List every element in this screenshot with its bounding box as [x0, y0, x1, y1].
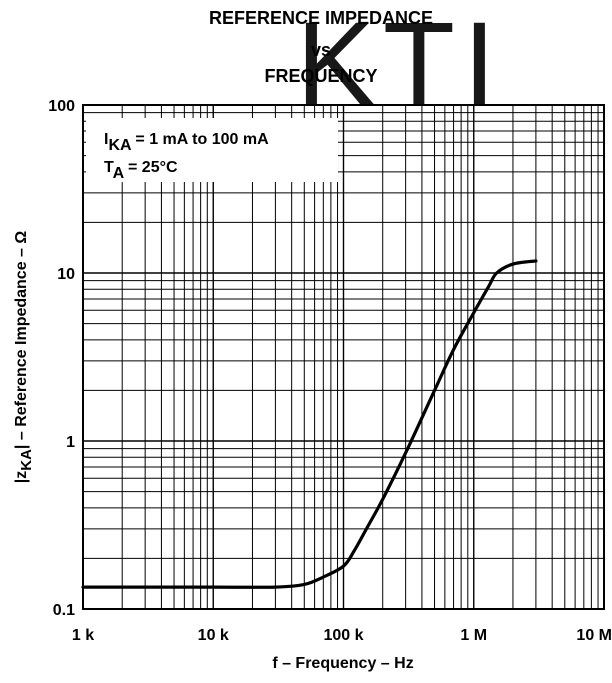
- x-tick-labels: 1 k 10 k 100 k 1 M 10 M: [72, 627, 612, 644]
- x-tick-label: 10 k: [198, 627, 229, 644]
- x-axis-label: f – Frequency – Hz: [272, 655, 413, 672]
- y-tick-label: 10: [57, 266, 75, 283]
- y-axis-label-suffix: | – Reference Impedance – Ω: [13, 231, 30, 449]
- chart-title-line-3: FREQUENCY: [264, 66, 377, 86]
- x-tick-label: 1 k: [72, 627, 94, 644]
- y-tick-labels: 0.1 1 10 100: [48, 98, 75, 619]
- annotation-box: IKA = 1 mA to 100 mA TA = 25°C: [86, 118, 338, 182]
- y-axis-label: |zKA| – Reference Impedance – Ω: [13, 231, 35, 484]
- chart-title-line-1: REFERENCE IMPEDANCE: [209, 8, 433, 28]
- x-tick-label: 100 k: [323, 627, 363, 644]
- x-tick-label: 10 M: [576, 627, 612, 644]
- chart-title-line-2: vs: [311, 40, 331, 60]
- y-axis-label-prefix: |z: [13, 471, 30, 483]
- x-tick-label: 1 M: [460, 627, 487, 644]
- y-tick-label: 0.1: [53, 602, 75, 619]
- y-tick-label: 100: [48, 98, 75, 115]
- annotation-line-1-rest: = 1 mA to 100 mA: [131, 131, 269, 148]
- y-tick-label: 1: [66, 434, 75, 451]
- annotation-line-2-rest: = 25°C: [124, 159, 178, 176]
- annotation-line-1-sub: KA: [108, 137, 132, 154]
- y-axis-label-sub: KA: [18, 449, 35, 471]
